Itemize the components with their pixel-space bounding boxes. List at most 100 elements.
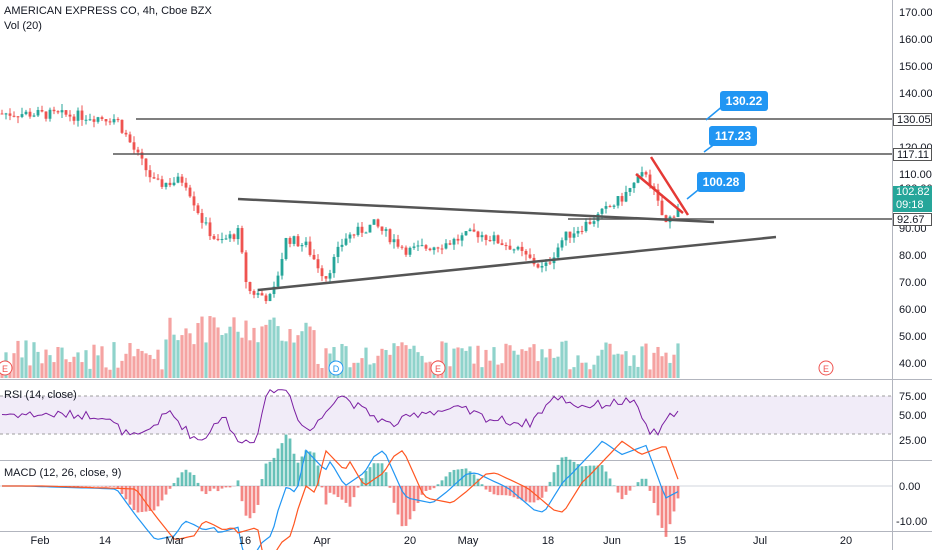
macd-hist-bar bbox=[168, 486, 172, 489]
candle-body bbox=[384, 229, 388, 231]
candle-body bbox=[164, 182, 168, 187]
candle-body bbox=[104, 119, 108, 122]
price-tick: 90.00 bbox=[899, 223, 927, 235]
macd-hist-bar bbox=[516, 486, 520, 499]
candle-body bbox=[160, 179, 164, 187]
volume-bar bbox=[28, 365, 32, 378]
volume-bar bbox=[248, 340, 252, 378]
candle-body bbox=[292, 236, 296, 244]
candle-body bbox=[56, 111, 60, 113]
volume-bar bbox=[504, 343, 508, 378]
volume-bar bbox=[64, 359, 68, 378]
macd-hist-bar bbox=[352, 486, 356, 498]
macd-hist-bar bbox=[140, 486, 144, 513]
candle-body bbox=[260, 293, 264, 296]
candle-body bbox=[124, 132, 128, 135]
time-tick: Apr bbox=[313, 535, 330, 547]
macd-hist-bar bbox=[176, 477, 180, 486]
macd-hist-bar bbox=[452, 469, 456, 486]
volume-bar bbox=[164, 339, 168, 378]
candle-body bbox=[396, 239, 400, 247]
macd-hist-bar bbox=[604, 471, 608, 486]
macd-hist-bar bbox=[100, 486, 104, 487]
rsi-legend[interactable]: RSI (14, close) bbox=[4, 389, 77, 401]
volume-bar bbox=[552, 357, 556, 378]
volume-bar bbox=[284, 341, 288, 378]
volume-bar bbox=[536, 361, 540, 378]
candle-body bbox=[376, 219, 380, 227]
volume-bar bbox=[468, 346, 472, 378]
macd-hist-bar bbox=[428, 486, 432, 490]
volume-bar bbox=[112, 342, 116, 378]
macd-hist-bar bbox=[584, 466, 588, 486]
candle-body bbox=[96, 117, 100, 122]
macd-hist-bar bbox=[624, 486, 628, 495]
volume-bar bbox=[452, 348, 456, 378]
dividend-marker[interactable]: D bbox=[328, 360, 344, 376]
callout-117[interactable]: 117.23 bbox=[709, 126, 757, 146]
candle-body bbox=[44, 111, 48, 119]
macd-hist-bar bbox=[620, 486, 624, 500]
macd-hist-bar bbox=[264, 463, 268, 486]
candle-body bbox=[536, 264, 540, 268]
symbol-legend[interactable]: AMERICAN EXPRESS CO, 4h, Cboe BZX bbox=[4, 5, 212, 17]
earnings-marker-apr[interactable]: E bbox=[430, 360, 446, 376]
volume-bar bbox=[232, 317, 236, 378]
volume-bar bbox=[664, 352, 668, 378]
volume-bar bbox=[420, 355, 424, 378]
time-tick: 15 bbox=[674, 535, 686, 547]
candle-body bbox=[344, 238, 348, 245]
candle-body bbox=[412, 246, 416, 248]
callout-100[interactable]: 100.28 bbox=[697, 172, 745, 192]
svg-text:E: E bbox=[823, 364, 829, 374]
macd-hist-bar bbox=[564, 456, 568, 486]
macd-legend[interactable]: MACD (12, 26, close, 9) bbox=[4, 467, 122, 479]
volume-bar bbox=[464, 350, 468, 378]
callout-130[interactable]: 130.22 bbox=[720, 91, 768, 111]
candle-body bbox=[520, 246, 524, 251]
candle-body bbox=[88, 119, 92, 121]
earnings-marker-feb[interactable]: E bbox=[0, 360, 13, 376]
triangle-lower-trendline[interactable] bbox=[257, 235, 777, 292]
volume-bar bbox=[276, 326, 280, 378]
volume-bar bbox=[528, 347, 532, 378]
volume-bar bbox=[52, 362, 56, 378]
volume-bar bbox=[136, 348, 140, 378]
volume-bar bbox=[288, 329, 292, 378]
macd-hist-bar bbox=[300, 456, 304, 486]
triangle-upper-trendline[interactable] bbox=[237, 197, 715, 224]
macd-hist-bar bbox=[356, 486, 360, 488]
volume-bar bbox=[392, 343, 396, 378]
volume-bar bbox=[352, 362, 356, 378]
level-92-badge: 92.67 bbox=[893, 213, 932, 226]
volume-bar bbox=[100, 346, 104, 378]
volume-bar bbox=[500, 363, 504, 378]
candle-body bbox=[564, 231, 568, 241]
macd-hist-bar bbox=[328, 486, 332, 493]
volume-bar bbox=[120, 360, 124, 378]
volume-bar bbox=[292, 342, 296, 378]
macd-hist-bar bbox=[136, 486, 140, 513]
earnings-marker-jul[interactable]: E bbox=[818, 360, 834, 376]
macd-hist-bar bbox=[472, 474, 476, 486]
macd-hist-bar bbox=[344, 486, 348, 503]
volume-bar bbox=[108, 369, 112, 378]
candle-body bbox=[608, 206, 612, 208]
macd-hist-bar bbox=[424, 486, 428, 491]
wedge-lower-line[interactable] bbox=[635, 173, 684, 214]
candle-body bbox=[352, 234, 356, 236]
candle-body bbox=[248, 282, 252, 292]
candle-body bbox=[448, 243, 452, 245]
volume-bar bbox=[300, 331, 304, 378]
volume-bar bbox=[568, 369, 572, 378]
macd-hist-bar bbox=[660, 486, 664, 528]
time-tick: Mar bbox=[166, 535, 185, 547]
wedge-upper-line[interactable] bbox=[649, 156, 690, 216]
candle-body bbox=[244, 252, 248, 283]
candle-body bbox=[620, 196, 624, 202]
rsi-tick: 75.00 bbox=[899, 391, 927, 403]
candle-body bbox=[192, 196, 196, 206]
volume-bar bbox=[96, 355, 100, 378]
volume-legend[interactable]: Vol (20) bbox=[4, 20, 42, 32]
